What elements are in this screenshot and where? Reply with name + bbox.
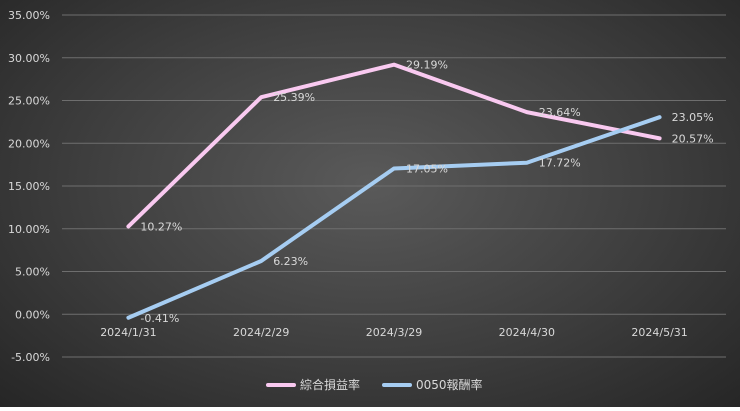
y-tick-label: 25.00% [8, 95, 50, 108]
y-tick-label: 30.00% [8, 52, 50, 65]
data-label: 29.19% [406, 59, 448, 72]
data-label: 10.27% [140, 220, 182, 233]
data-label: -0.41% [140, 312, 179, 325]
y-tick-label: 15.00% [8, 180, 50, 193]
x-tick-label: 2024/1/31 [100, 326, 156, 339]
data-label: 23.64% [539, 106, 581, 119]
y-tick-label: 35.00% [8, 9, 50, 22]
data-label: 6.23% [273, 255, 308, 268]
y-tick-label: 5.00% [15, 266, 50, 279]
legend-label: 0050報酬率 [416, 377, 483, 392]
x-tick-label: 2024/5/31 [631, 326, 687, 339]
data-label: 17.72% [539, 157, 581, 170]
y-tick-label: 10.00% [8, 223, 50, 236]
legend-item: 0050報酬率 [382, 377, 483, 392]
series-lines [126, 62, 662, 320]
legend-item: 綜合損益率 [266, 377, 360, 392]
legend: 綜合損益率 0050報酬率 [266, 377, 483, 392]
y-tick-label: 0.00% [15, 308, 50, 321]
data-labels: 10.27% 25.39% 29.19% 23.64% 20.57% -0.41% 6.23… [140, 59, 713, 325]
data-label: 20.57% [672, 132, 714, 145]
y-axis-ticks: 35.00% 30.00% 25.00% 20.00% 15.00% 10.00% 5.00… [8, 9, 50, 364]
data-label: 17.05% [406, 162, 448, 175]
x-axis-ticks: 2024/1/31 2024/2/29 2024/3/29 2024/4/30 2024… [100, 326, 688, 339]
y-tick-label: 20.00% [8, 137, 50, 150]
legend-label: 綜合損益率 [300, 377, 360, 392]
series-line [126, 62, 662, 229]
series-line [126, 115, 662, 320]
x-tick-label: 2024/3/29 [366, 326, 422, 339]
data-label: 25.39% [273, 91, 315, 104]
x-tick-label: 2024/4/30 [499, 326, 555, 339]
data-label: 23.05% [672, 111, 714, 124]
y-tick-label: -5.00% [11, 351, 50, 364]
x-tick-label: 2024/2/29 [233, 326, 289, 339]
